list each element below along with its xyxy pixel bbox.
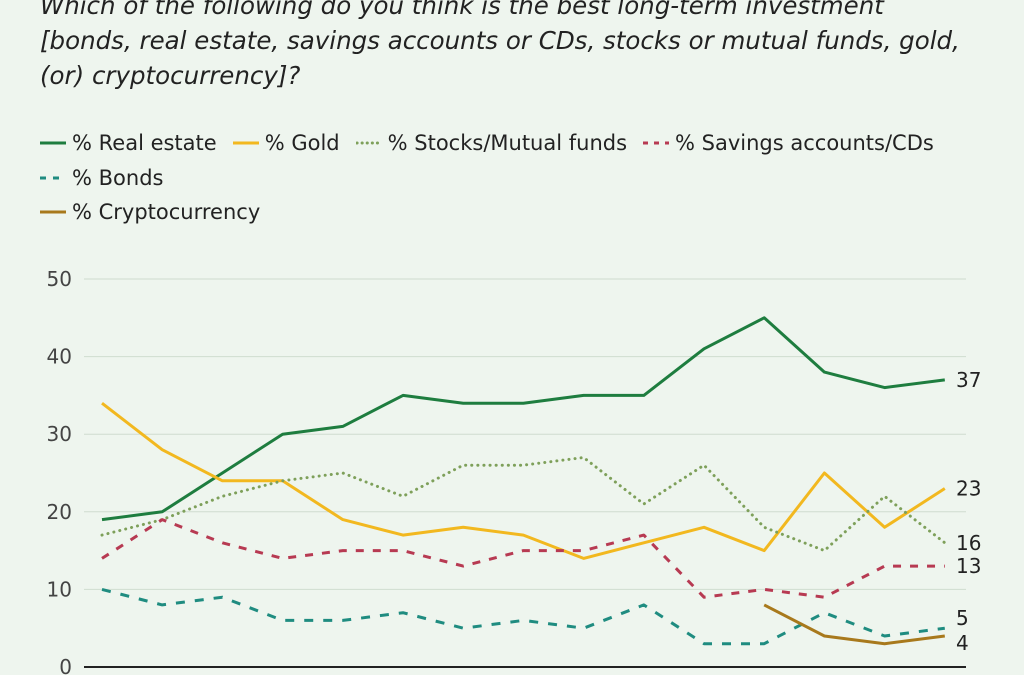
legend-label-bonds: % Bonds	[72, 165, 164, 190]
legend-swatch-savings-icon	[643, 141, 670, 145]
legend-label-real-estate: % Real estate	[72, 131, 217, 156]
y-tick-label-30: 30	[47, 422, 72, 446]
end-label-real-estate: 37	[956, 368, 981, 392]
end-label-stocks-mutual-funds: 16	[956, 531, 981, 555]
end-label-bonds: 5	[956, 606, 969, 630]
y-tick-label-50: 50	[47, 267, 72, 291]
end-label-savings-accounts-cds: 13	[956, 554, 981, 578]
legend-item-real-estate: % Real estate	[40, 131, 217, 155]
series-line-savings-accounts-cds	[101, 518, 945, 599]
legend-label-gold: % Gold	[264, 131, 340, 156]
legend-swatch-gold-icon	[232, 141, 259, 145]
legend-row-1: % Real estate % Gold % Stocks/Mutual fun…	[40, 126, 1000, 161]
end-label-cryptocurrency: 4	[956, 631, 969, 655]
legend-label-crypto: % Cryptocurrency	[72, 200, 261, 225]
legend-swatch-stocks-icon	[355, 141, 382, 145]
legend-row-3: % Cryptocurrency	[40, 195, 1000, 230]
series-line-stocks-mutual-funds	[100, 456, 947, 553]
legend-item-gold: % Gold	[232, 131, 340, 156]
y-tick-label-20: 20	[47, 500, 72, 524]
y-tick-label-10: 10	[47, 577, 72, 601]
legend-swatch-bonds-icon	[40, 176, 66, 180]
legend-item-bonds: % Bonds	[40, 166, 163, 190]
legend-row-2: % Bonds	[40, 161, 1000, 196]
y-tick-label-40: 40	[47, 345, 72, 369]
end-label-gold: 23	[956, 477, 981, 501]
legend-item-crypto: % Cryptocurrency	[40, 200, 260, 224]
series-line-cryptocurrency	[763, 603, 945, 646]
legend-item-stocks: % Stocks/Mutual funds	[355, 131, 628, 156]
chart-question: Which of the following do you think is t…	[40, 0, 960, 90]
legend-swatch-crypto-icon	[40, 210, 66, 214]
legend-item-savings: % Savings accounts/CDs	[643, 131, 934, 155]
legend-label-savings: % Savings accounts/CDs	[675, 131, 934, 156]
legend-swatch-real-estate-icon	[40, 141, 66, 145]
series-line-real-estate	[101, 316, 945, 522]
y-tick-label-0: 0	[59, 655, 72, 675]
series-line-gold	[101, 402, 946, 560]
legend-label-stocks: % Stocks/Mutual funds	[387, 131, 628, 156]
legend: % Real estate % Gold % Stocks/Mutual fun…	[40, 126, 1000, 230]
